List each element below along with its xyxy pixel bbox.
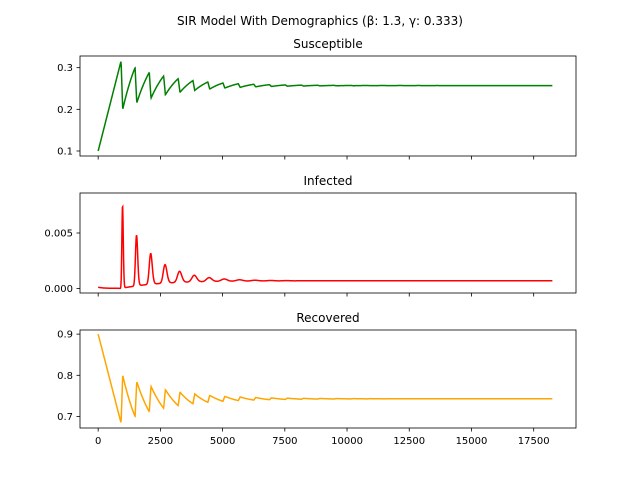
plot-area-infected: 0.000 0.005 <box>44 192 577 297</box>
x-tick-label-recovered: 7500 <box>272 436 297 447</box>
y-tick-label-susceptible: 0.3 <box>57 63 73 74</box>
axes-frame-infected <box>79 192 577 294</box>
series-line-susceptible <box>97 61 553 152</box>
plot-area-susceptible: 0.1 0.2 0.3 <box>57 55 577 160</box>
y-tick-label-recovered: 0.9 <box>57 330 73 341</box>
y-tick-label-susceptible: 0.2 <box>57 105 73 116</box>
subplot-title-susceptible: Susceptible <box>293 37 362 51</box>
subplot-recovered: Recovered 0.7 0.8 0.9 0 2500 5000 7500 10000 125… <box>57 311 577 447</box>
x-tick-label-recovered: 2500 <box>148 436 173 447</box>
y-tick-label-susceptible: 0.1 <box>57 147 73 158</box>
x-tick-label-recovered: 15000 <box>456 436 488 447</box>
series-line-recovered <box>97 333 553 423</box>
figure-suptitle: SIR Model With Demographics (β: 1.3, γ: … <box>177 14 463 28</box>
y-tick-label-recovered: 0.8 <box>57 371 73 382</box>
subplot-infected: Infected 0.000 0.005 <box>44 174 577 297</box>
x-tick-label-recovered: 12500 <box>393 436 425 447</box>
subplot-title-infected: Infected <box>303 174 352 188</box>
x-tick-label-recovered: 5000 <box>210 436 235 447</box>
y-tick-label-infected: 0.000 <box>44 284 73 295</box>
axes-frame-susceptible <box>79 55 577 157</box>
plot-area-recovered: 0.7 0.8 0.9 0 2500 5000 7500 10000 12500 15000 175… <box>57 329 577 447</box>
y-tick-label-recovered: 0.7 <box>57 412 73 423</box>
y-tick-label-infected: 0.005 <box>44 229 73 240</box>
x-tick-label-recovered: 0 <box>95 436 101 447</box>
x-tick-label-recovered: 10000 <box>331 436 363 447</box>
subplot-susceptible: Susceptible 0.1 0.2 0.3 <box>57 37 577 160</box>
subplot-title-recovered: Recovered <box>296 311 359 325</box>
axes-frame-recovered <box>79 329 577 429</box>
x-tick-label-recovered: 17500 <box>518 436 550 447</box>
series-line-infected <box>97 204 553 290</box>
